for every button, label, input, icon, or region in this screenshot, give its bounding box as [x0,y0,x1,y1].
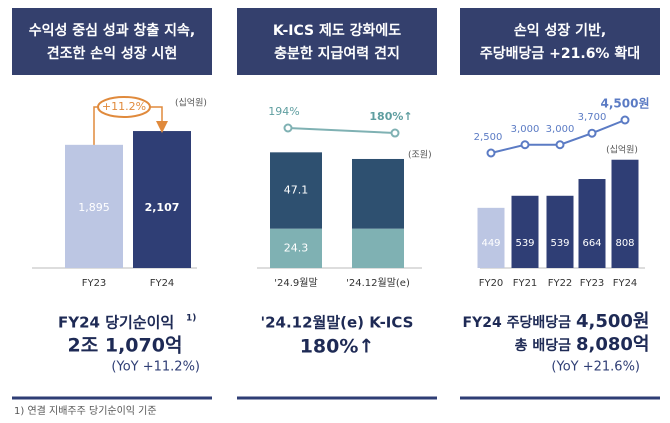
ratio-point [283,123,293,133]
header-text: 수익성 중심 성과 창출 지속, [29,22,196,39]
unit-label: (조원) [408,150,432,161]
x-tick-label: FY22 [548,278,573,289]
bar-segment [352,228,404,268]
bar-label: 539 [515,238,534,249]
dps-label: 3,000 [546,124,575,135]
summary-value: 180%↑ [300,336,375,358]
summary-label: '24.12월말(e) K-ICS [261,314,414,332]
summary-label: FY24 주당배당금 [463,314,572,331]
growth-bracket [93,106,162,145]
dps-label: 3,000 [511,124,540,135]
bar-label: 24.3 [284,241,309,254]
bar [65,144,123,268]
x-tick-label: '24.12월말(e) [346,277,410,289]
bar-segment [352,158,404,229]
summary-change: (YoY +21.6%) [551,360,640,375]
x-tick-label: FY23 [82,278,107,289]
bar-label: 539 [550,238,569,249]
growth-oval [97,96,151,118]
x-tick-label: FY23 [580,278,605,289]
bar [511,195,539,268]
bar-label: 664 [582,238,601,249]
footnote: 1) 연결 지배주주 당기순이익 기준 [14,405,157,417]
bar-label: 1,895 [78,201,110,214]
bar [477,207,505,268]
summary-label: 총 배당금 [515,337,572,354]
dps-point [620,115,630,125]
header-box [237,8,437,75]
bar-segment [270,228,322,268]
ratio-point [390,128,400,138]
header-box [12,8,212,75]
summary-value: 8,080억 [576,334,650,355]
bar-label: 47.1 [284,183,309,196]
dps-point [587,128,597,138]
ratio-label: 194% [268,105,299,118]
summary-label: FY24 당기순이익 [58,314,174,332]
header-text: 손익 성장 기반, [514,22,606,39]
bar [546,195,574,268]
header-text: 주당배당금 +21.6% 확대 [480,45,640,62]
x-tick-label: FY24 [613,278,638,289]
header-text: 견조한 손익 성장 시현 [47,45,178,62]
dps-label: 4,500원 [601,97,650,111]
summary-value: 2조 1,070억 [68,335,183,357]
unit-label: (십억원) [606,144,638,156]
bar-label: 2,107 [145,201,180,214]
bar [133,131,191,268]
bar [611,159,639,268]
bar-segment [270,152,322,229]
bar-label: 449 [481,238,500,249]
x-tick-label: FY24 [150,278,175,289]
header-text: K-ICS 제도 강화에도 [273,22,401,39]
dps-label: 2,500 [474,132,503,143]
growth-label: +11.2% [102,100,146,113]
x-tick-label: FY21 [513,278,538,289]
dps-point [486,148,496,158]
summary-value: 4,500원 [576,311,650,332]
x-tick-label: FY20 [479,278,504,289]
dps-label: 3,700 [578,112,607,123]
summary-change: (YoY +11.2%) [111,360,200,375]
summary-note: 1) [186,314,196,324]
unit-label: (십억원) [175,97,207,109]
dps-point [520,140,530,150]
header-box [460,8,660,75]
dps-point [555,140,565,150]
header-text: 충분한 지급여력 견지 [274,45,400,62]
bar-label: 808 [615,238,634,249]
ratio-label: 180%↑ [369,110,412,123]
ratio-line [287,127,396,135]
bar [578,179,606,268]
x-tick-label: '24.9월말 [274,277,317,289]
